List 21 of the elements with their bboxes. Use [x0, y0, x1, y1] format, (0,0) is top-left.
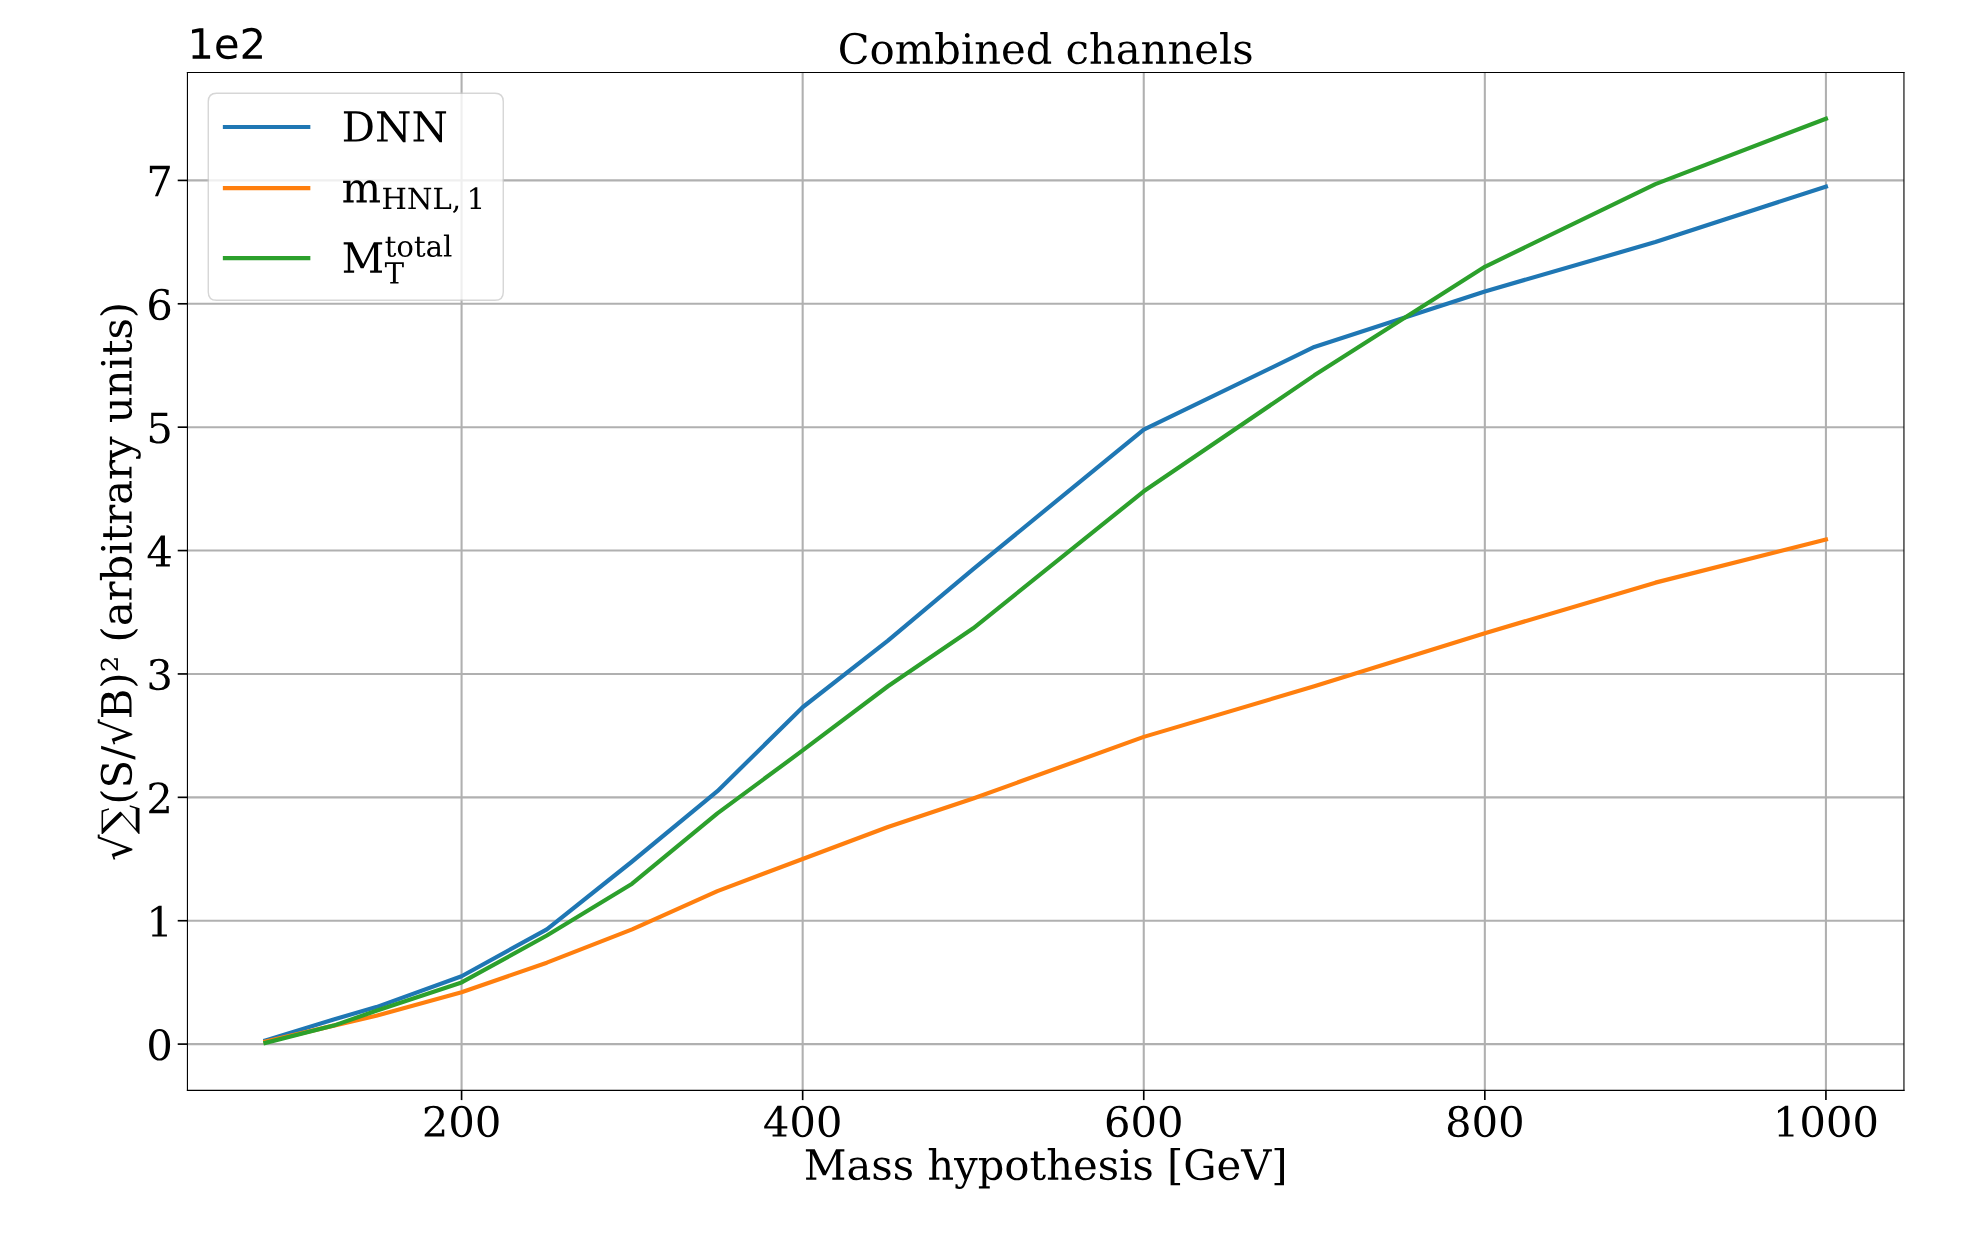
y-tick-label: 3 — [149, 658, 170, 691]
y-tick-label: 0 — [149, 1029, 171, 1061]
y-axis-title: √∑(S/√B)² (arbitrary units) — [97, 305, 141, 860]
x-tick-label: 800 — [1447, 1105, 1522, 1138]
y-tick-label: 7 — [149, 165, 170, 197]
x-axis-title: Mass hypothesis [GeV] — [805, 1148, 1284, 1189]
text: 1e2 — [192, 27, 262, 60]
chart-title: Combined channels — [840, 32, 1252, 65]
x-tick-label: 400 — [764, 1105, 840, 1138]
y-tick-label: 6 — [149, 288, 171, 321]
y-tick-label: 4 — [147, 535, 171, 567]
y-tick-label: 1 — [151, 905, 167, 937]
x-tick-label: 600 — [1106, 1105, 1181, 1138]
line-series — [263, 537, 1829, 1044]
legend-label: M$^{total}$$_{T}$ — [343, 234, 452, 284]
y-tick-label: 2 — [149, 782, 169, 814]
y-tick-label: 5 — [149, 412, 170, 444]
x-tick-label: 200 — [424, 1105, 499, 1138]
x-tick-label: 1000 — [1777, 1105, 1877, 1138]
legend-label: m$_{HNL,1}$ — [343, 180, 482, 213]
legend-label: DNN — [343, 111, 447, 143]
